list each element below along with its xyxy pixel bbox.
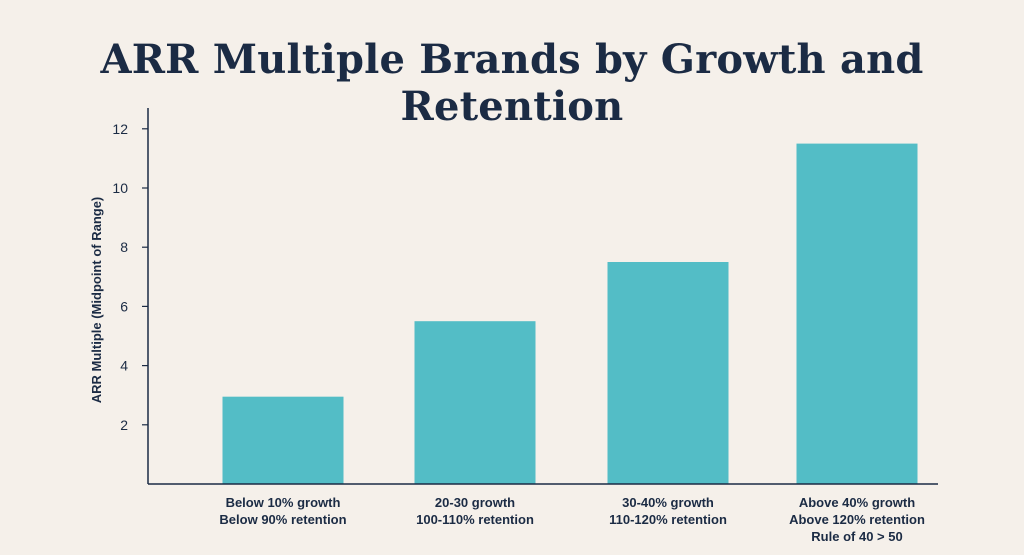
x-category-label-line: 100-110% retention xyxy=(416,512,534,527)
x-category-label-line: 110-120% retention xyxy=(609,512,727,527)
y-tick-label: 10 xyxy=(112,180,128,196)
x-category-label: Below 10% growth Below 90% retention xyxy=(219,495,346,527)
chart-title: ARR Multiple Brands by Growth and Retent… xyxy=(100,36,924,130)
y-tick-label: 4 xyxy=(120,358,128,374)
bar xyxy=(796,143,918,484)
x-category-label-line: Rule of 40 > 50 xyxy=(811,529,902,544)
x-category-label-line: Above 120% retention xyxy=(789,512,925,527)
x-category-label-line: Below 90% retention xyxy=(219,512,346,527)
bars-layer xyxy=(222,143,918,484)
y-tick-label: 2 xyxy=(120,417,128,433)
bar xyxy=(222,396,344,484)
x-category-label-line: Above 40% growth xyxy=(799,495,915,510)
x-category-label: Above 40% growth Above 120% retention Rule… xyxy=(789,495,925,544)
y-tick-label: 12 xyxy=(112,121,128,137)
y-tick-label: 8 xyxy=(120,239,128,255)
y-axis-title: ARR Multiple (Midpoint of Range) xyxy=(89,197,104,404)
x-category-label-line: 30-40% growth xyxy=(622,495,714,510)
bar xyxy=(414,321,536,484)
y-axis-ticks: 2 4 6 8 10 12 xyxy=(112,121,148,433)
x-category-label-line: Below 10% growth xyxy=(226,495,341,510)
x-category-label: 20-30 growth 100-110% retention xyxy=(416,495,534,527)
bar xyxy=(607,262,729,484)
x-category-label: 30-40% growth 110-120% retention xyxy=(609,495,727,527)
x-category-label-line: 20-30 growth xyxy=(435,495,515,510)
y-tick-label: 6 xyxy=(120,298,128,314)
x-axis-category-labels: Below 10% growth Below 90% retention 20-30… xyxy=(219,495,925,544)
